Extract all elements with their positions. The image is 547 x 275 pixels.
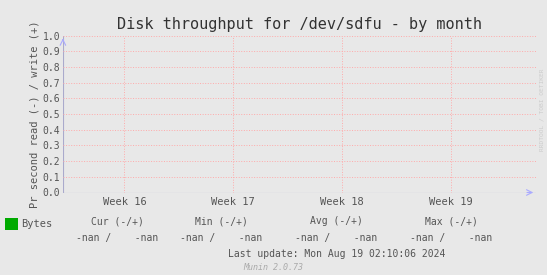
Text: Avg (-/+): Avg (-/+): [310, 216, 363, 226]
Text: -nan /    -nan: -nan / -nan: [295, 233, 377, 243]
Text: -nan /    -nan: -nan / -nan: [77, 233, 159, 243]
Text: Min (-/+): Min (-/+): [195, 216, 248, 226]
Text: Max (-/+): Max (-/+): [425, 216, 478, 226]
Y-axis label: Pr second read (-) / write (+): Pr second read (-) / write (+): [30, 20, 40, 208]
Text: Bytes: Bytes: [21, 219, 52, 229]
Text: Munin 2.0.73: Munin 2.0.73: [243, 263, 304, 272]
Text: Cur (-/+): Cur (-/+): [91, 216, 144, 226]
Title: Disk throughput for /dev/sdfu - by month: Disk throughput for /dev/sdfu - by month: [117, 17, 482, 32]
Text: -nan /    -nan: -nan / -nan: [181, 233, 263, 243]
Text: RRDTOOL / TOBI OETIKER: RRDTOOL / TOBI OETIKER: [539, 69, 544, 151]
Text: Last update: Mon Aug 19 02:10:06 2024: Last update: Mon Aug 19 02:10:06 2024: [228, 249, 445, 259]
Text: -nan /    -nan: -nan / -nan: [410, 233, 492, 243]
